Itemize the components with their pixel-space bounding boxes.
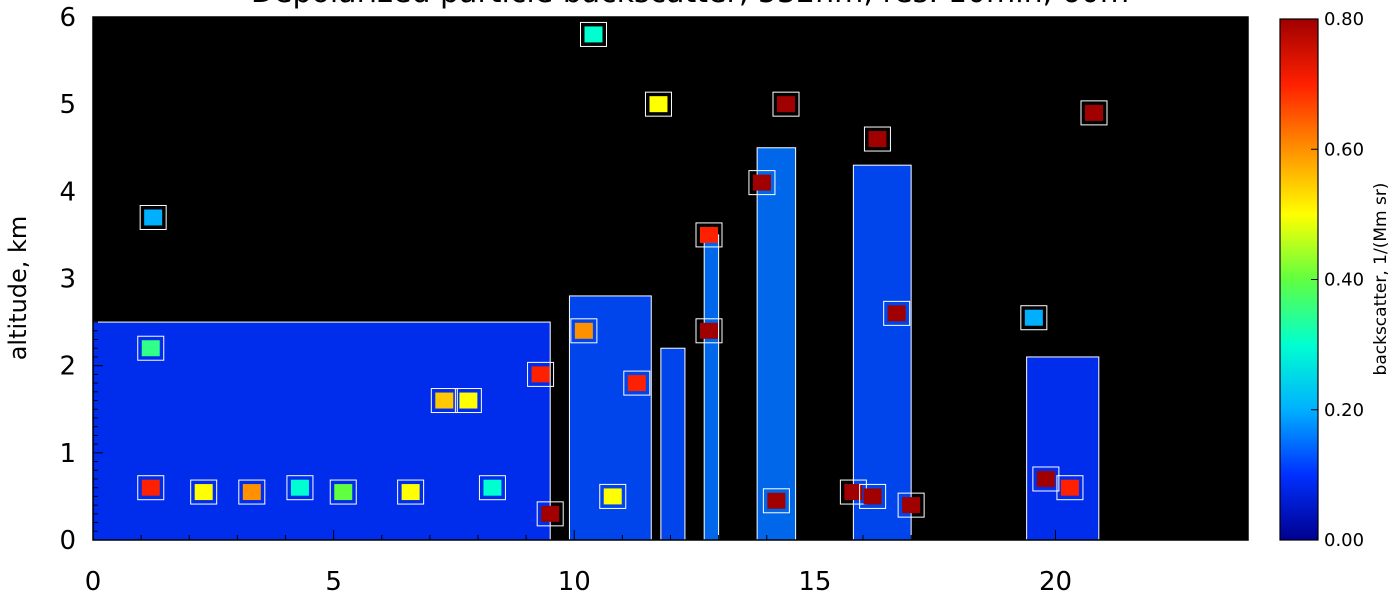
y-tick-label: 1 — [59, 439, 76, 469]
data-region — [704, 234, 719, 540]
feature-contour — [238, 479, 266, 505]
feature-contour — [772, 91, 800, 117]
data-feature — [435, 392, 454, 409]
x-tick-label: 10 — [558, 567, 591, 596]
data-feature — [141, 340, 160, 357]
feature-contour — [762, 488, 790, 514]
data-region — [93, 322, 551, 540]
data-feature — [584, 26, 603, 43]
feature-contour — [1032, 466, 1060, 492]
colorbar: 0.00 0.20 0.40 0.60 0.80 — [1279, 9, 1364, 551]
feature-contour — [695, 318, 723, 344]
data-feature — [868, 131, 887, 148]
data-feature — [290, 479, 309, 496]
data-region — [757, 147, 796, 540]
data-feature — [603, 488, 622, 505]
feature-contour — [137, 335, 165, 361]
data-feature — [141, 479, 160, 496]
feature-contour — [286, 475, 314, 501]
feature-contour — [623, 370, 651, 396]
data-feature — [242, 484, 261, 501]
data-feature — [483, 479, 502, 496]
colorbar-tick-label: 0.00 — [1324, 530, 1364, 551]
feature-contour — [863, 126, 891, 152]
feature-contour — [1020, 305, 1048, 331]
data-feature — [459, 392, 478, 409]
feature-contour — [897, 492, 925, 518]
data-feature — [700, 226, 718, 243]
feature-contour — [137, 475, 165, 501]
data-feature — [334, 484, 353, 501]
data-feature — [844, 484, 863, 501]
feature-contour — [397, 479, 425, 505]
feature-contour — [644, 91, 672, 117]
feature-contour — [883, 300, 911, 326]
colorbar-tick-label: 0.40 — [1324, 270, 1364, 291]
chart-title: Depolarized particle backscatter, 532nm,… — [251, 0, 1129, 10]
y-tick-label: 6 — [59, 3, 76, 33]
x-tick-label: 15 — [798, 567, 831, 596]
feature-contour — [1056, 475, 1084, 501]
y-tick-label: 3 — [59, 265, 76, 295]
feature-contour — [139, 204, 167, 230]
feature-contour — [329, 479, 357, 505]
data-feature — [1060, 479, 1079, 496]
feature-contour — [580, 21, 607, 47]
data-feature — [863, 488, 882, 505]
y-axis-label: altitude, km — [4, 216, 32, 361]
feature-contour — [599, 483, 627, 509]
x-tick-label: 5 — [325, 567, 342, 596]
x-tick-label: 0 — [85, 567, 102, 596]
data-feature — [627, 375, 646, 392]
data-feature — [700, 322, 718, 339]
data-region — [853, 165, 912, 540]
data-feature — [887, 305, 906, 322]
feature-contour — [570, 318, 598, 344]
data-feature — [752, 174, 771, 191]
data-feature — [902, 497, 921, 514]
colorbar-tick-label: 0.60 — [1324, 139, 1364, 160]
data-feature — [1036, 470, 1055, 487]
data-feature — [541, 505, 560, 522]
data-feature — [144, 209, 163, 226]
y-tick-label: 2 — [59, 352, 76, 382]
data-region — [1026, 356, 1099, 540]
y-tick-label: 4 — [59, 177, 76, 207]
feature-contour — [430, 388, 458, 414]
data-feature — [194, 484, 213, 501]
data-feature — [777, 96, 795, 113]
data-feature — [1024, 309, 1043, 326]
feature-contour — [748, 170, 776, 196]
feature-contour — [536, 501, 564, 527]
colorbar-label: backscatter, 1/(Mm sr) — [1371, 183, 1391, 376]
feature-contour — [454, 388, 482, 414]
data-feature — [574, 322, 593, 339]
data-feature — [531, 366, 550, 383]
y-tick-label: 0 — [59, 526, 76, 556]
feature-contour — [859, 483, 887, 509]
feature-contour — [190, 479, 218, 505]
data-feature — [649, 96, 668, 113]
x-tick-label: 20 — [1039, 567, 1072, 596]
feature-contour — [527, 361, 555, 387]
colorbar-tick-label: 0.20 — [1324, 400, 1364, 421]
feature-contour — [1080, 100, 1108, 126]
data-feature — [767, 492, 786, 509]
feature-contour — [478, 475, 506, 501]
feature-contour — [695, 222, 723, 248]
data-region — [660, 348, 685, 540]
plot-area: 0 5 10 15 20 0 1 2 3 4 5 6 — [59, 3, 1249, 597]
data-feature — [1085, 104, 1103, 121]
colorbar-tick-label: 0.80 — [1324, 9, 1364, 30]
data-feature — [401, 484, 420, 501]
y-tick-label: 5 — [59, 90, 76, 120]
